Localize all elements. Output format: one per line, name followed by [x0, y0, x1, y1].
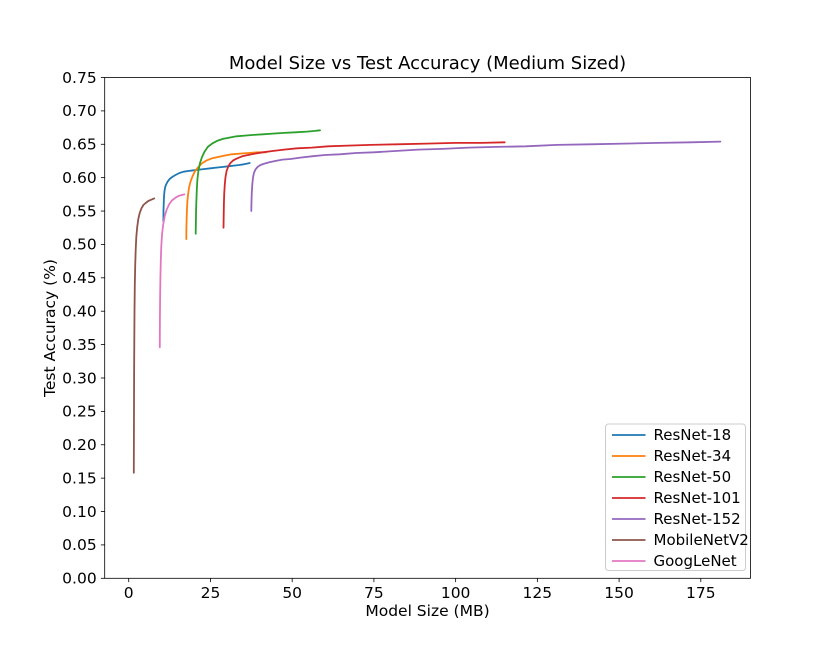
legend: ResNet-18 ResNet-34 ResNet-50 ResNet-101 Res…	[605, 423, 749, 571]
legend-label: ResNet-18	[654, 426, 732, 444]
legend-entry-resnet-34: ResNet-34	[612, 447, 731, 465]
series-line-googlenet	[158, 193, 186, 349]
y-tick-label: 0.55	[62, 202, 97, 220]
y-tick-label: 0.65	[62, 136, 97, 154]
y-tick-label: 0.25	[62, 403, 97, 421]
x-tick-label: 25	[201, 584, 221, 602]
x-tick-label: 0	[124, 584, 134, 602]
x-tick-label: 125	[523, 584, 553, 602]
y-tick-label: 0.30	[62, 369, 97, 387]
legend-label: MobileNetV2	[654, 531, 749, 549]
legend-label: ResNet-50	[654, 468, 732, 486]
y-tick-label: 0.75	[62, 69, 97, 87]
x-tick-label: 75	[364, 584, 384, 602]
x-axis-label: Model Size (MB)	[365, 602, 489, 620]
legend-label: ResNet-101	[654, 489, 741, 507]
legend-entry-resnet-18: ResNet-18	[612, 426, 731, 444]
y-tick-label: 0.40	[62, 303, 97, 321]
legend-entry-googlenet: GoogLeNet	[612, 552, 737, 570]
y-tick-label: 0.05	[62, 536, 97, 554]
legend-label: GoogLeNet	[654, 552, 737, 570]
legend-box	[605, 423, 746, 571]
y-tick-label: 0.35	[62, 336, 97, 354]
series-line-mobilenetv2	[132, 197, 156, 474]
series-line-resnet-101	[222, 141, 506, 229]
y-tick-label: 0.00	[62, 570, 97, 588]
y-tick-label: 0.20	[62, 436, 97, 454]
y-tick-label: 0.10	[62, 503, 97, 521]
y-tick-label: 0.60	[62, 169, 97, 187]
x-tick-label: 150	[604, 584, 634, 602]
series-line-resnet-50	[194, 129, 321, 235]
legend-entry-resnet-101: ResNet-101	[612, 489, 741, 507]
plot-border	[104, 77, 751, 579]
y-tick-label: 0.50	[62, 236, 97, 254]
chart-title: Model Size vs Test Accuracy (Medium Size…	[229, 53, 626, 74]
legend-label: ResNet-34	[654, 447, 732, 465]
y-tick-label: 0.70	[62, 102, 97, 120]
x-tick-label: 175	[686, 584, 716, 602]
x-tick-label: 100	[441, 584, 471, 602]
legend-label: ResNet-152	[654, 510, 741, 528]
legend-entry-resnet-50: ResNet-50	[612, 468, 731, 486]
legend-entry-mobilenetv2: MobileNetV2	[612, 531, 749, 549]
legend-entry-resnet-152: ResNet-152	[612, 510, 741, 528]
plot-area: 0 25 50 75 100 125 150 175 0.00 0.05 0.10 0.15 0.20 0…	[62, 69, 751, 602]
series-line-resnet-18	[162, 162, 251, 223]
series-line-resnet-152	[250, 140, 722, 212]
y-tick-label: 0.45	[62, 269, 97, 287]
y-axis-label: Test Accuracy (%)	[41, 259, 59, 398]
y-tick-label: 0.15	[62, 469, 97, 487]
x-tick-label: 50	[282, 584, 302, 602]
